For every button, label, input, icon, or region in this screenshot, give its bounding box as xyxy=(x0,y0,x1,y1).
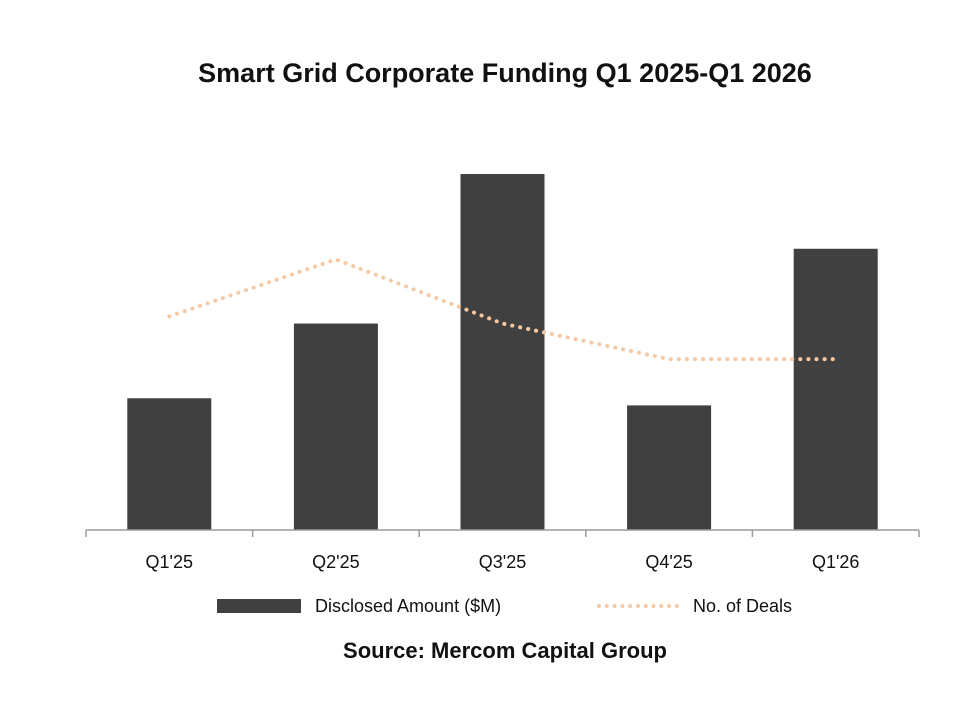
deals-line-layer xyxy=(167,257,838,362)
legend-label-deals: No. of Deals xyxy=(693,595,793,616)
bar-Q2'25 xyxy=(293,323,378,530)
bar-Q1'26 xyxy=(793,248,878,530)
chart-plot: Q1'25 Q2'25 Q3'25 Q4'25 Q1'26 xyxy=(85,174,920,572)
legend-item-amount: Disclosed Amount ($M) xyxy=(217,592,501,620)
x-tick-label: Q2'25 xyxy=(312,552,359,572)
legend-swatch-amount xyxy=(217,599,301,613)
legend: Disclosed Amount ($M) No. of Deals xyxy=(0,592,977,620)
legend-item-deals: No. of Deals xyxy=(597,592,792,620)
bar-Q4'25 xyxy=(627,405,712,530)
x-tick-label: Q1'25 xyxy=(146,552,193,572)
bar-Q3'25 xyxy=(460,174,545,530)
legend-swatch-deals xyxy=(597,604,679,608)
x-tick-label: Q1'26 xyxy=(812,552,859,572)
x-tick-label: Q3'25 xyxy=(479,552,526,572)
x-tick-label: Q4'25 xyxy=(645,552,692,572)
chart-title: Smart Grid Corporate Funding Q1 2025-Q1 … xyxy=(198,58,812,88)
bars-layer xyxy=(127,174,878,530)
bar-Q1'25 xyxy=(127,398,212,530)
legend-label-amount: Disclosed Amount ($M) xyxy=(315,595,502,616)
x-axis xyxy=(85,529,920,537)
source-note: Source: Mercom Capital Group xyxy=(343,638,667,663)
x-tick-labels: Q1'25 Q2'25 Q3'25 Q4'25 Q1'26 xyxy=(146,552,860,572)
